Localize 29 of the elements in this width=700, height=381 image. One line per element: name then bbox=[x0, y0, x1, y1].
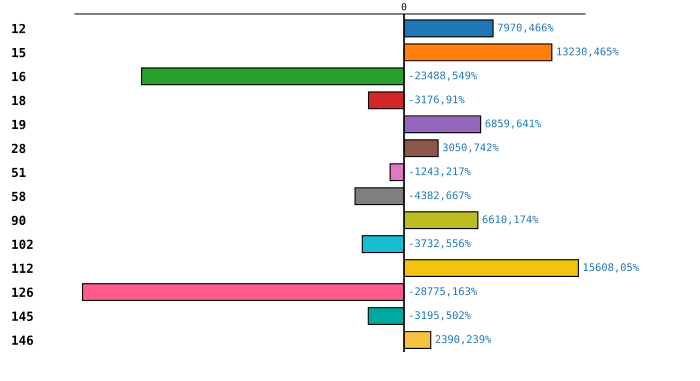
data-label: 15608,05% bbox=[584, 263, 639, 272]
y-tick-label: 15 bbox=[12, 48, 26, 58]
y-tick-label: 146 bbox=[12, 336, 34, 345]
y-tick-label: 28 bbox=[12, 144, 26, 154]
data-label: 7970,466% bbox=[498, 24, 554, 33]
data-label: -3195,502% bbox=[410, 311, 471, 320]
data-label: 6859,641% bbox=[485, 119, 542, 129]
data-label: 6610,174% bbox=[482, 215, 538, 225]
y-tick-label: 58 bbox=[12, 192, 26, 202]
y-tick-label: 51 bbox=[12, 168, 26, 178]
data-label: -1243,217% bbox=[410, 167, 471, 177]
text: 0 bbox=[402, 3, 406, 10]
data-label: -28775,163% bbox=[410, 287, 477, 296]
y-tick-label: 12 bbox=[12, 24, 26, 34]
data-label: -3732,556% bbox=[410, 239, 471, 248]
y-tick-label: 18 bbox=[12, 96, 26, 106]
y-tick-label: 90 bbox=[12, 216, 26, 226]
data-label: 13230,465% bbox=[557, 48, 619, 57]
data-label: -23488,549% bbox=[410, 71, 477, 81]
data-label: 2390,239% bbox=[436, 335, 492, 344]
data-label: -4382,667% bbox=[410, 191, 471, 201]
y-tick-label: 145 bbox=[12, 312, 33, 321]
data-label: 3050,742% bbox=[442, 143, 499, 153]
data-label: -3176,91% bbox=[410, 95, 464, 105]
y-tick-label: 102 bbox=[12, 240, 33, 250]
y-tick-label: 126 bbox=[12, 288, 34, 298]
y-tick-label: 16 bbox=[12, 72, 26, 82]
y-tick-label: 112 bbox=[12, 264, 33, 273]
y-tick-label: 19 bbox=[12, 120, 26, 130]
